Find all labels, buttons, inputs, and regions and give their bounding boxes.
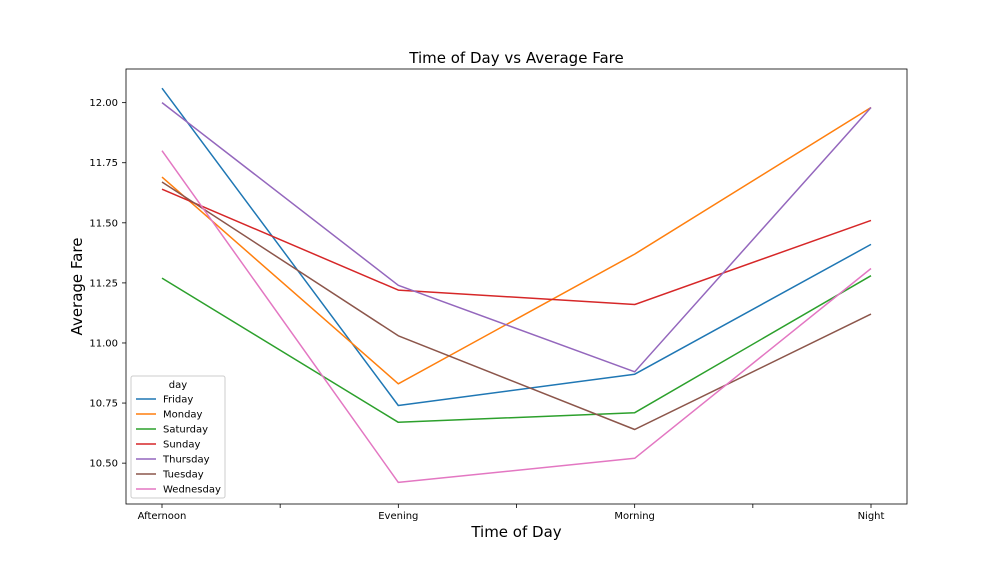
legend-label: Saturday	[163, 425, 208, 436]
x-axis: Afternoon Evening Morning Night	[138, 504, 885, 522]
chart-title: Time of Day vs Average Fare	[408, 49, 623, 67]
series-line-sunday	[161, 188, 872, 306]
y-tick-label: 12.00	[89, 98, 118, 109]
x-tick-label: Night	[858, 511, 885, 522]
legend-frame	[130, 375, 226, 499]
legend-label: Wednesday	[163, 485, 221, 496]
y-tick-label: 11.75	[89, 158, 118, 169]
x-tick-label: Afternoon	[138, 511, 187, 522]
legend-label: Monday	[163, 410, 203, 421]
legend-label: Thursday	[162, 455, 210, 466]
y-tick-label: 11.00	[89, 338, 118, 349]
legend-label: Sunday	[163, 440, 200, 451]
series-line-monday	[161, 106, 872, 385]
legend-label: Tuesday	[162, 470, 204, 481]
y-tick-label: 10.50	[89, 459, 118, 470]
y-tick-label: 11.50	[89, 218, 118, 229]
y-tick-label: 11.25	[89, 278, 118, 289]
x-axis-title: Time of Day	[470, 523, 561, 541]
series-line-wednesday	[161, 150, 872, 484]
x-tick-label: Evening	[378, 511, 418, 522]
y-tick-label: 10.75	[89, 399, 118, 410]
series-line-tuesday	[161, 181, 872, 431]
series-line-saturday	[161, 275, 872, 424]
series-line-friday	[161, 87, 872, 407]
legend-title: day	[169, 380, 187, 391]
x-tick-label: Morning	[614, 511, 654, 522]
legend-items: Friday Monday Saturday Sunday Thursday Tuesda…	[136, 395, 221, 496]
y-axis: 10.50 10.75 11.00 11.25 11.50 11.75 12.00	[89, 98, 126, 470]
y-axis-title: Average Fare	[68, 238, 86, 336]
legend: day Friday Monday Saturday Sunday Thursday Tu…	[130, 375, 226, 499]
series-line-thursday	[161, 102, 872, 373]
legend-label: Friday	[163, 395, 193, 406]
plot-area	[125, 68, 908, 505]
series-layer	[161, 87, 872, 484]
